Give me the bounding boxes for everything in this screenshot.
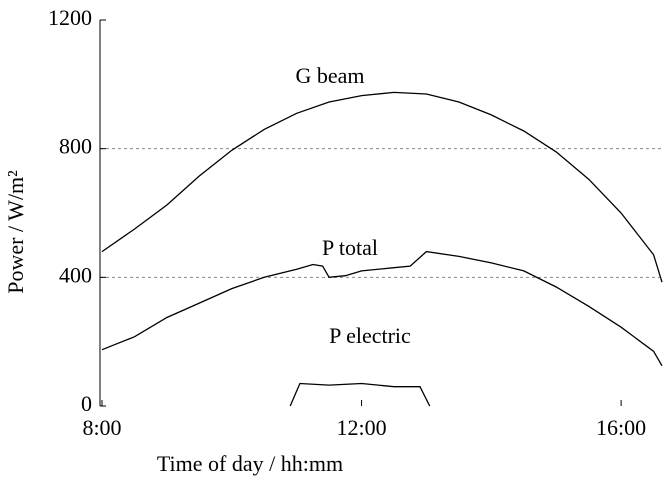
y-tick-label: 1200 bbox=[48, 5, 92, 30]
series-label: P total bbox=[322, 235, 378, 260]
y-tick-label: 800 bbox=[59, 134, 92, 159]
y-axis-label: Power / W/m² bbox=[3, 170, 28, 294]
series-label: P electric bbox=[329, 323, 411, 348]
line-series bbox=[289, 382, 431, 407]
y-tick-label: 400 bbox=[59, 262, 92, 287]
x-tick-label: 16:00 bbox=[596, 415, 646, 440]
line-series bbox=[101, 250, 663, 367]
x-tick-label: 8:00 bbox=[82, 415, 121, 440]
x-axis-label: Time of day / hh:mm bbox=[157, 451, 343, 476]
series-label: G beam bbox=[295, 63, 364, 88]
line-series bbox=[101, 91, 663, 283]
y-tick-label: 0 bbox=[81, 391, 92, 416]
x-tick-label: 12:00 bbox=[336, 415, 386, 440]
